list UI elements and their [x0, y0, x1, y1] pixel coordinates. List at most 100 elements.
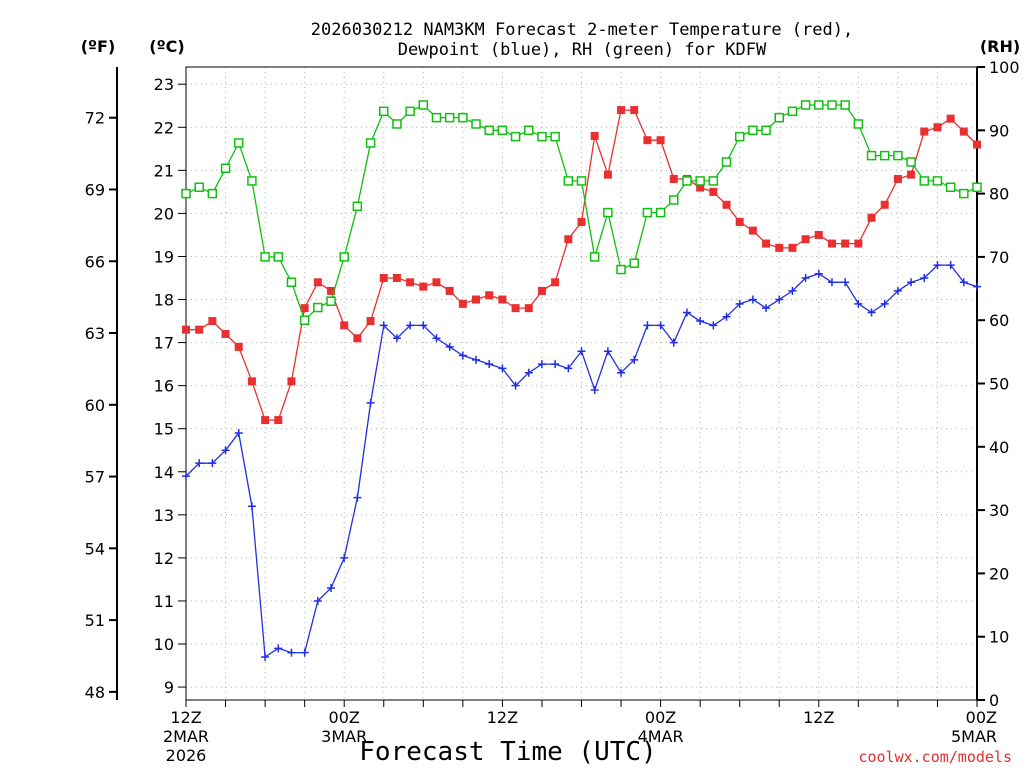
temperature-series — [182, 106, 981, 425]
rh-tick-label: 80 — [989, 185, 1009, 204]
temperature-point — [959, 127, 968, 136]
rh-point — [774, 112, 784, 123]
temperature-point — [511, 304, 520, 313]
dewpoint-point — [577, 347, 586, 356]
celsius-unit-label: (ºC) — [149, 37, 184, 56]
celsius-tick-label: 15 — [154, 420, 174, 439]
rh-tick-label: 100 — [989, 58, 1020, 77]
fahrenheit-tick-label: 48 — [85, 683, 105, 702]
celsius-tick-label: 22 — [154, 118, 174, 137]
fahrenheit-tick-label: 69 — [85, 180, 105, 199]
fahrenheit-unit-label: (ºF) — [81, 37, 116, 56]
dewpoint-point — [814, 269, 823, 278]
dewpoint-point — [537, 360, 546, 369]
dewpoint-point — [511, 381, 520, 390]
celsius-tick-label: 10 — [154, 635, 174, 654]
rh-point — [906, 157, 916, 167]
dewpoint-point — [735, 299, 744, 308]
fahrenheit-tick-label: 54 — [85, 539, 105, 558]
rh-point — [972, 182, 982, 193]
rh-point — [603, 207, 613, 218]
dewpoint-point — [907, 278, 916, 287]
temperature-point — [234, 342, 243, 351]
rh-tick-label: 70 — [989, 248, 1009, 267]
rh-point — [379, 106, 389, 117]
rh-point — [827, 100, 837, 110]
dewpoint-point — [300, 648, 309, 657]
x-tick-label: 00Z — [966, 708, 997, 727]
temperature-point — [485, 291, 494, 300]
dewpoint-point — [287, 648, 296, 657]
temperature-point — [656, 136, 665, 145]
rh-tick-label: 90 — [989, 121, 1009, 140]
chart-title-line2: Dewpoint (blue), RH (green) for KDFW — [398, 40, 767, 60]
temperature-point — [788, 243, 797, 252]
dewpoint-point — [669, 338, 678, 347]
dewpoint-point — [208, 459, 217, 468]
rh-point — [326, 296, 336, 306]
temperature-point — [973, 140, 981, 149]
rh-point — [945, 182, 956, 193]
rh-point — [959, 188, 969, 199]
rh-point — [352, 201, 363, 212]
temperature-point — [419, 282, 428, 291]
dewpoint-point — [841, 278, 850, 287]
celsius-tick-label: 11 — [154, 592, 174, 611]
rh-point — [339, 252, 349, 262]
rh-point — [365, 138, 376, 148]
dewpoint-point — [867, 308, 876, 317]
dewpoint-point — [630, 355, 639, 364]
x-tick-label: 12Z — [487, 708, 518, 727]
rh-point — [537, 131, 547, 142]
fahrenheit-tick-label: 63 — [85, 324, 105, 343]
rh-unit-label: (RH) — [980, 37, 1020, 56]
dewpoint-point — [709, 321, 718, 330]
rh-point — [655, 207, 666, 218]
celsius-tick-label: 12 — [154, 549, 174, 568]
celsius-tick-label: 18 — [154, 291, 174, 310]
temperature-point — [946, 114, 955, 123]
temperature-point — [603, 170, 612, 179]
temperature-point — [524, 304, 533, 313]
celsius-tick-label: 23 — [154, 75, 174, 94]
dewpoint-point — [801, 274, 810, 282]
temperature-point — [221, 329, 230, 338]
temperature-point — [841, 239, 850, 248]
temperature-point — [313, 278, 322, 287]
rh-point — [708, 176, 719, 186]
temperature-point — [208, 317, 217, 326]
x-tick-sublabel: 3MAR — [321, 727, 367, 746]
temperature-point — [537, 286, 546, 295]
fahrenheit-tick-label: 60 — [85, 396, 105, 415]
rh-point — [405, 106, 415, 117]
temperature-point — [801, 235, 810, 244]
dewpoint-point — [366, 398, 375, 407]
dewpoint-point — [445, 342, 454, 351]
celsius-tick-label: 21 — [154, 161, 174, 180]
temperature-point — [880, 200, 889, 209]
rh-point — [879, 150, 890, 161]
x-tick-sublabel: 5MAR — [951, 727, 997, 746]
dewpoint-point — [340, 553, 349, 562]
dewpoint-point — [274, 644, 283, 653]
rh-point — [866, 150, 877, 161]
temperature-point — [472, 295, 481, 304]
x-tick-sublabel: 2026 — [166, 746, 207, 765]
temperature-point — [564, 235, 573, 244]
temperature-point — [867, 213, 876, 222]
temperature-point — [261, 416, 270, 425]
temperature-point — [735, 218, 744, 227]
dewpoint-point — [195, 459, 204, 468]
rh-point — [471, 119, 481, 129]
dewpoint-point — [524, 368, 533, 377]
temperature-point — [748, 226, 757, 235]
x-tick-sublabel: 4MAR — [638, 727, 684, 746]
dewpoint-point — [406, 321, 415, 330]
temperature-point — [920, 127, 929, 136]
temperature-point — [643, 136, 652, 145]
celsius-tick-label: 16 — [154, 377, 174, 396]
rh-point — [761, 125, 771, 136]
rh-tick-label: 60 — [989, 311, 1009, 330]
rh-point — [721, 157, 732, 167]
temperature-point — [445, 286, 454, 295]
